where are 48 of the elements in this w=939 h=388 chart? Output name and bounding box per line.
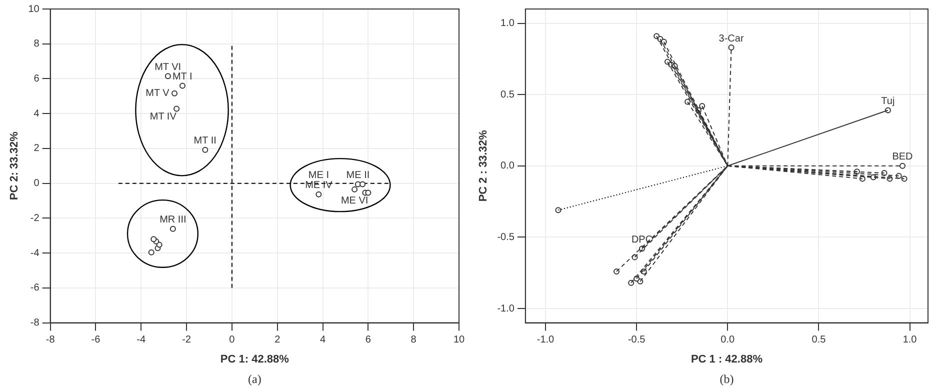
annotation: ME VI: [340, 195, 368, 206]
x-axis-title: PC 1: 42.88%: [220, 353, 290, 366]
annotation: BED: [892, 152, 913, 163]
y-tick-label: -6: [30, 282, 40, 294]
x-tick-label: 1.0: [902, 334, 918, 346]
y-tick-label: 0.5: [500, 89, 515, 100]
y-tick-label: -2: [30, 212, 40, 224]
annotation: MT I: [172, 71, 192, 82]
annotation: Tuj: [881, 96, 895, 108]
annotation: MT II: [194, 136, 216, 147]
y-tick-label: 4: [34, 108, 40, 120]
y-axis-title: PC 2: 33.32%: [8, 131, 21, 200]
x-tick-label: -8: [46, 334, 56, 346]
y-tick-label: -0.5: [497, 232, 515, 243]
x-tick-label: -4: [136, 334, 146, 346]
y-tick-label: 2: [34, 143, 40, 154]
annotation: MT IV: [150, 111, 177, 122]
y-tick-label: 8: [34, 38, 40, 50]
annotation: ME I: [308, 170, 329, 181]
text: (b): [720, 372, 734, 386]
annotation: MT VI: [154, 62, 182, 73]
x-tick-label: 10: [453, 334, 465, 346]
y-tick-label: 0: [34, 178, 40, 190]
annotation: MT V: [146, 88, 170, 100]
y-tick-label: 10: [28, 4, 40, 15]
x-tick-label: 0.5: [812, 334, 826, 346]
x-tick-label: 0.0: [720, 334, 736, 346]
y-tick-label: 1.0: [500, 18, 515, 30]
x-tick-label: -1.0: [536, 334, 555, 346]
x-tick-label: -2: [182, 334, 192, 346]
x-axis-title: PC 1 : 42.88%: [690, 353, 763, 366]
annotation: 3-Car: [718, 33, 744, 44]
x-tick-label: -6: [91, 334, 101, 346]
y-tick-label: 6: [34, 73, 40, 84]
x-tick-label: 2: [274, 334, 281, 346]
y-tick-label: 0.0: [500, 160, 515, 172]
y-tick-label: -4: [30, 248, 40, 259]
y-tick-label: -8: [30, 318, 40, 329]
text: (a): [248, 372, 262, 386]
x-tick-label: -0.5: [628, 334, 646, 346]
annotation: MR III: [160, 214, 186, 226]
x-tick-label: 8: [410, 334, 417, 346]
x-tick-label: 6: [365, 334, 372, 346]
x-tick-label: 4: [320, 334, 326, 346]
annotation: ME II: [346, 170, 370, 181]
y-tick-label: -1.0: [497, 303, 515, 314]
y-axis-title: PC 2 : 33.32%: [478, 130, 490, 202]
x-tick-label: 0: [229, 334, 236, 346]
